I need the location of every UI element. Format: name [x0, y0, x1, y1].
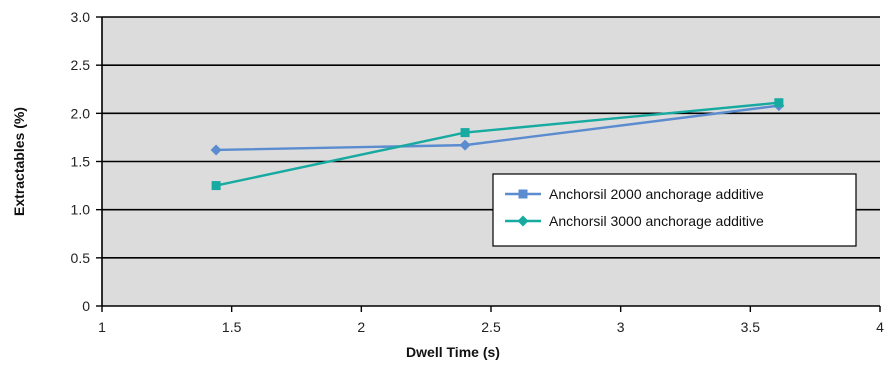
legend-label: Anchorsil 3000 anchorage additive — [549, 213, 764, 229]
x-axis-title: Dwell Time (s) — [406, 344, 500, 360]
x-tick-label: 2 — [357, 319, 365, 335]
data-point — [459, 139, 471, 151]
y-tick-label: 2.0 — [71, 105, 91, 121]
series-2 — [211, 98, 784, 191]
legend: Anchorsil 2000 anchorage additive Anchor… — [492, 173, 857, 247]
legend-marker — [517, 215, 529, 227]
y-axis-title: Extractables (%) — [11, 107, 27, 216]
y-tick-label: 3.0 — [71, 9, 91, 25]
x-tick-label: 1.5 — [222, 319, 242, 335]
y-tick-label: 1.5 — [71, 154, 91, 170]
y-axis-ticks: 0 0.5 1.0 1.5 2.0 2.5 3.0 — [71, 9, 102, 314]
x-tick-label: 3.5 — [741, 319, 761, 335]
y-tick-label: 2.5 — [71, 57, 91, 73]
data-point — [460, 128, 470, 138]
x-axis-ticks: 1 1.5 2 2.5 3 3.5 4 — [98, 306, 884, 335]
legend-marker — [518, 189, 528, 199]
legend-label: Anchorsil 2000 anchorage additive — [549, 186, 764, 202]
x-tick-label: 1 — [98, 319, 106, 335]
series — [210, 98, 785, 191]
legend-box — [492, 173, 857, 247]
y-tick-label: 0.5 — [71, 250, 91, 266]
data-point — [211, 181, 221, 191]
x-tick-label: 3 — [617, 319, 625, 335]
y-tick-label: 1.0 — [71, 202, 91, 218]
legend-swatch-marker — [518, 189, 528, 199]
data-point — [210, 144, 222, 156]
x-tick-label: 4 — [876, 319, 884, 335]
gridlines — [102, 16, 880, 259]
legend-item-anchorsil-3000: Anchorsil 3000 anchorage additive — [505, 213, 764, 229]
legend-item-anchorsil-2000: Anchorsil 2000 anchorage additive — [505, 186, 764, 202]
x-tick-label: 2.5 — [481, 319, 501, 335]
data-point — [774, 98, 784, 108]
legend-swatch-marker — [517, 215, 529, 227]
y-tick-label: 0 — [82, 298, 90, 314]
